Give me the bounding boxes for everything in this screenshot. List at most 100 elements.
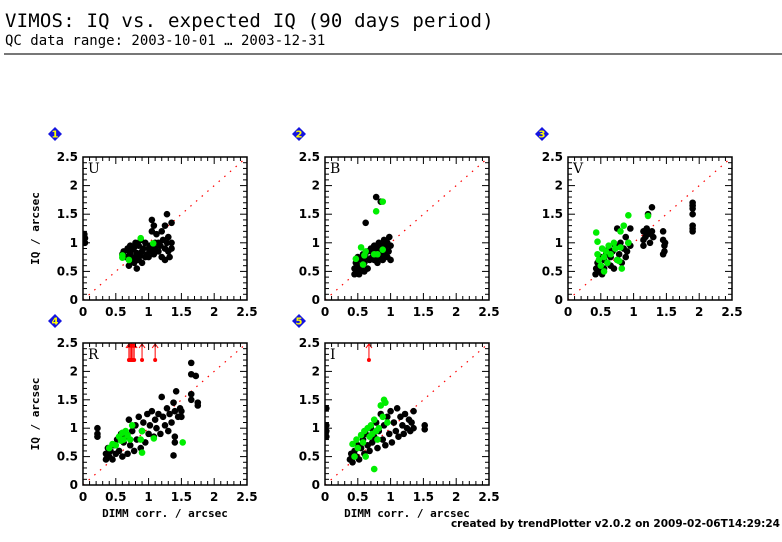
black-data-point <box>187 396 195 404</box>
black-data-point <box>140 419 147 426</box>
black-data-point <box>364 265 371 272</box>
x-tick-label: 0.5 <box>105 490 126 504</box>
x-tick-label: 0.5 <box>105 305 126 319</box>
black-data-point <box>615 250 623 258</box>
green-data-point <box>620 222 628 229</box>
black-data-point <box>400 430 408 438</box>
data-range-subtitle: QC data range: 2003-10-01 … 2003-12-31 <box>5 33 326 49</box>
black-data-point <box>384 413 391 421</box>
band-label: U <box>88 161 100 177</box>
y-tick-label: 1.5 <box>299 207 320 221</box>
black-data-point <box>135 413 143 421</box>
panel-number-badge-icon <box>48 127 62 141</box>
x-tick-label: 1 <box>386 490 394 504</box>
black-data-point <box>393 405 401 412</box>
y-tick-label: 2.5 <box>299 336 320 350</box>
black-data-point <box>325 427 330 435</box>
y-tick-label: 1.5 <box>57 207 78 221</box>
black-data-point <box>659 228 667 235</box>
black-data-point <box>128 427 136 435</box>
black-data-point <box>659 250 667 258</box>
black-data-point <box>689 205 696 212</box>
header-divider <box>4 53 782 55</box>
y-tick-label: 0.5 <box>542 264 563 278</box>
green-data-point <box>379 198 387 205</box>
black-data-point <box>130 447 138 455</box>
black-data-point <box>153 230 160 238</box>
green-data-point <box>128 422 136 429</box>
plot-frame <box>324 342 490 486</box>
y-tick-label: 1 <box>312 236 320 250</box>
green-data-point <box>119 254 126 261</box>
plot-data-area <box>568 157 732 300</box>
x-tick-label: 2.5 <box>236 305 257 319</box>
upper-limit-point <box>366 358 371 363</box>
black-data-point <box>166 253 173 261</box>
panel-number-badge-icon <box>535 127 549 141</box>
y-tick-label: 1.5 <box>542 207 563 221</box>
green-data-point <box>359 261 367 268</box>
black-data-point <box>194 402 202 409</box>
green-data-point <box>149 240 157 247</box>
green-data-point <box>594 250 601 258</box>
x-tick-label: 1 <box>629 305 637 319</box>
black-data-point <box>171 407 179 415</box>
y-tick-label: 0 <box>312 478 320 492</box>
black-data-point <box>168 239 175 247</box>
footer-credit: created by trendPlotter v2.0.2 on 2009-0… <box>450 518 780 530</box>
upper-limit-arrowhead <box>128 343 135 349</box>
black-data-point <box>171 439 179 446</box>
plot-frame <box>82 342 248 486</box>
x-tick-label: 2 <box>452 490 460 504</box>
black-data-point <box>325 422 330 429</box>
black-data-point <box>325 405 330 412</box>
green-data-point <box>592 229 600 236</box>
black-data-point <box>623 248 631 255</box>
x-tick-label: 2 <box>210 490 218 504</box>
black-data-point <box>146 422 154 429</box>
black-data-point <box>145 253 152 261</box>
black-data-point <box>366 447 373 455</box>
black-data-point <box>145 430 152 438</box>
black-data-point <box>640 242 647 249</box>
black-data-point <box>178 413 185 421</box>
black-data-point <box>372 193 380 201</box>
green-data-point <box>351 453 358 460</box>
y-tick-label: 1 <box>312 421 320 435</box>
y-tick-label: 0.5 <box>57 264 78 278</box>
black-data-point <box>168 419 175 426</box>
y-tick-label: 2 <box>312 364 320 378</box>
green-data-point <box>625 239 632 247</box>
black-data-point <box>148 216 156 224</box>
green-data-point <box>617 228 624 235</box>
band-label: R <box>88 347 99 363</box>
black-data-point <box>170 399 177 406</box>
green-data-point <box>382 399 389 406</box>
scatter-panel-i: 5 0 0.5 1 1.5 2 2.5 0 0.5 1 1.5 2 2.5 I DIMM corr. / a… <box>292 314 500 520</box>
black-data-point <box>172 387 180 395</box>
x-tick-label: 0.5 <box>347 490 368 504</box>
black-data-point <box>124 450 131 458</box>
reference-line-y-equals-x <box>568 157 732 300</box>
black-data-point <box>374 259 381 267</box>
green-data-point <box>595 256 603 264</box>
black-data-point <box>385 430 393 438</box>
x-tick-label: 1.5 <box>171 305 192 319</box>
green-data-point <box>374 436 381 443</box>
reference-line-y-equals-x <box>83 157 247 300</box>
upper-limit-point <box>153 358 158 363</box>
panel-number: 1 <box>52 130 59 141</box>
green-data-point <box>150 435 158 442</box>
black-data-point <box>385 233 393 241</box>
black-data-point <box>646 239 654 247</box>
green-data-point <box>384 419 391 426</box>
y-tick-label: 2 <box>312 179 320 193</box>
green-data-point <box>597 262 605 269</box>
black-data-point <box>170 452 177 459</box>
y-tick-label: 0 <box>70 478 78 492</box>
green-data-point <box>359 439 367 446</box>
black-data-point <box>178 407 185 415</box>
green-data-point <box>370 416 378 423</box>
y-tick-label: 2.5 <box>542 150 563 164</box>
x-tick-label: 0 <box>321 305 329 319</box>
